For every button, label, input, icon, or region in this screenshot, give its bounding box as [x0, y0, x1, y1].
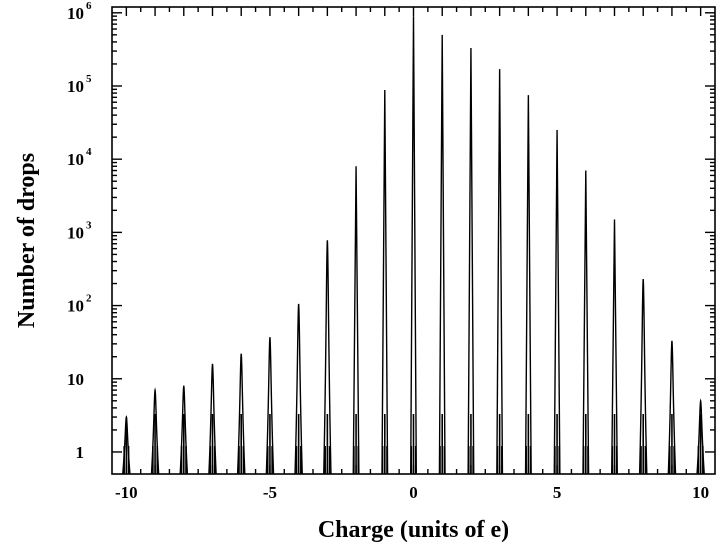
- peak-charge-7: [611, 219, 618, 475]
- x-tick-label: -10: [115, 483, 138, 502]
- y-tick-exponent: 4: [86, 146, 92, 158]
- peak-charge-4: [524, 95, 532, 475]
- y-tick-label: 10 5: [67, 73, 92, 96]
- y-tick-exponent: 2: [86, 293, 92, 305]
- x-tick-label: 10: [692, 483, 709, 502]
- axis-ticks: [112, 7, 715, 474]
- peak-charge-9: [667, 340, 677, 475]
- peak-charge--8: [179, 385, 189, 475]
- peak-charge--7: [208, 363, 217, 475]
- x-tick-label: 5: [553, 483, 562, 502]
- y-tick-base: 1: [76, 443, 85, 462]
- peak-charge--1: [381, 90, 389, 475]
- y-tick-exponent: 3: [86, 219, 92, 231]
- peak-charge--6: [236, 353, 246, 475]
- peak-charge--2: [352, 166, 360, 475]
- y-tick-base: 10: [67, 297, 84, 316]
- peak-charge-5: [553, 130, 561, 475]
- x-tick-label: 0: [409, 483, 418, 502]
- peak-charge-10: [696, 398, 705, 475]
- y-tick-exponent: 5: [86, 73, 92, 85]
- x-axis-label: Charge (units of e): [318, 517, 509, 543]
- peak-charge-3: [496, 69, 504, 475]
- peak-charge-0: [410, 16, 417, 475]
- y-tick-exponent: 6: [86, 0, 92, 12]
- y-tick-base: 10: [67, 4, 84, 23]
- peak-charge--4: [294, 303, 303, 475]
- y-tick-label: 10 6: [67, 0, 92, 23]
- peak-charge--5: [265, 337, 275, 475]
- peak-charge-6: [582, 170, 590, 475]
- histogram-peaks: [122, 16, 705, 475]
- peak-charge-2: [467, 48, 475, 475]
- y-tick-label: 10 3: [67, 219, 92, 242]
- y-tick-label: 1: [76, 443, 85, 462]
- peak-charge--3: [323, 240, 332, 475]
- peak-charge-1: [438, 34, 446, 475]
- peak-charge-8: [638, 279, 648, 475]
- y-tick-base: 10: [67, 150, 84, 169]
- y-tick-label: 10 4: [67, 146, 92, 169]
- y-axis-label: Number of drops: [14, 153, 40, 328]
- y-tick-base: 10: [67, 223, 84, 242]
- y-tick-base: 10: [67, 77, 84, 96]
- peak-charge--9: [150, 387, 160, 475]
- y-tick-base: 10: [67, 370, 84, 389]
- x-tick-label: -5: [263, 483, 277, 502]
- y-tick-label: 10: [67, 370, 84, 389]
- y-tick-label: 10 2: [67, 293, 92, 316]
